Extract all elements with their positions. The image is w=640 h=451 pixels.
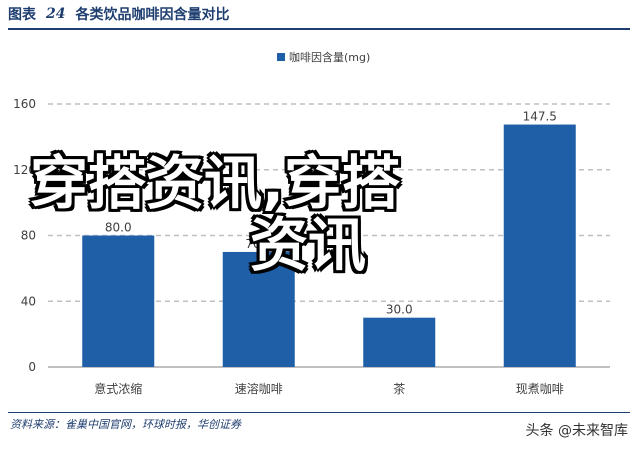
y-tick-label: 80 [21, 229, 36, 243]
x-tick-label: 速溶咖啡 [235, 381, 283, 396]
y-tick-label: 160 [13, 97, 36, 111]
data-label: 147.5 [523, 110, 557, 124]
y-tick-label: 120 [13, 163, 36, 177]
figure-header: 图表 24 各类饮品咖啡因含量对比 [8, 2, 630, 26]
legend-label: 咖啡因含量(mg) [289, 50, 370, 64]
data-labels: 80.0 70.0 30.0 147.5 [105, 110, 557, 317]
footer-rule [8, 412, 630, 413]
figure-title: 各类饮品咖啡因含量对比 [75, 7, 230, 23]
legend-swatch [277, 53, 285, 61]
bar [503, 124, 576, 367]
y-tick-label: 0 [28, 360, 36, 374]
figure-number: 24 [46, 6, 66, 22]
data-label: 70.0 [245, 237, 272, 251]
bar [363, 317, 436, 367]
x-axis-ticks: 意式浓缩 速溶咖啡 茶 现煮咖啡 [94, 381, 564, 396]
source-note: 资料来源：雀巢中国官网，环球时报，华创证券 [10, 418, 241, 431]
header-rule [8, 28, 630, 30]
credit-watermark: 头条 @未来智库 [525, 423, 628, 439]
bars [82, 124, 576, 367]
data-label: 30.0 [386, 303, 413, 317]
x-tick-label: 意式浓缩 [94, 381, 142, 396]
figure-label: 图表 [8, 7, 36, 23]
bar [222, 251, 295, 367]
y-axis-ticks: 0 40 80 120 160 [13, 97, 36, 374]
y-tick-label: 40 [21, 294, 36, 308]
data-label: 80.0 [105, 221, 132, 235]
legend: 咖啡因含量(mg) [277, 50, 370, 64]
bar [82, 235, 155, 367]
x-tick-label: 现煮咖啡 [516, 381, 564, 396]
x-tick-label: 茶 [393, 381, 405, 396]
